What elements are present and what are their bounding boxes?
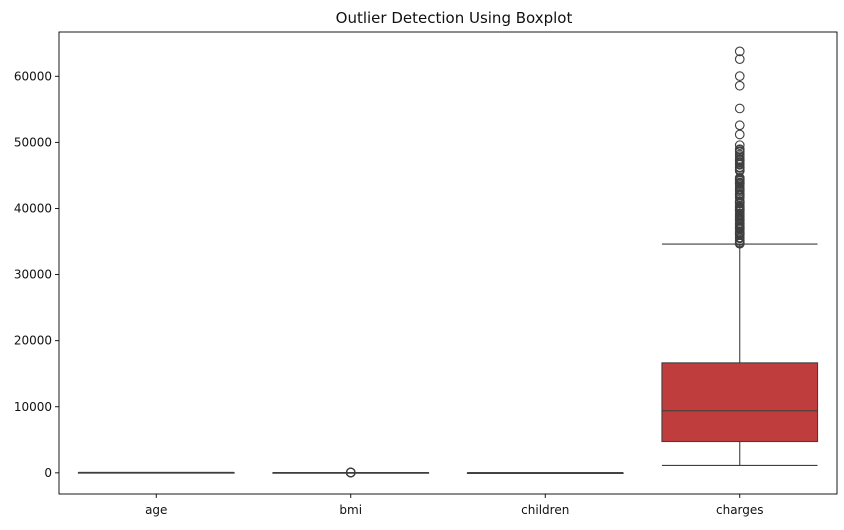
outlier-point [734,120,745,131]
y-tick-label: 50000 [14,135,52,149]
y-tick-label: 30000 [14,268,52,282]
box-group-age [77,471,235,474]
box-group-charges [661,46,819,466]
y-tick-label: 40000 [14,201,52,215]
outlier-point [734,71,745,81]
outlier-point [734,140,745,151]
outlier-point [345,467,356,478]
outlier-point [734,54,745,64]
plot-frame [58,31,838,495]
box-group-children [466,472,624,474]
outlier-point [734,46,745,57]
y-tick-label: 20000 [14,334,52,348]
y-tick-label: 60000 [14,69,52,83]
x-tick-label: bmi [339,503,362,517]
x-tick-label: children [521,503,569,517]
y-tick-label: 0 [44,466,52,480]
outlier-point [734,103,745,114]
outlier-point [734,80,745,91]
x-tick-label: charges [716,503,764,517]
axes: 0 10000 20000 30000 40000 50000 60000 age bmi chi… [14,31,838,517]
plot-area [77,46,819,478]
outlier-point [734,129,745,140]
box-group-bmi [272,467,430,478]
chart-title: Outlier Detection Using Boxplot [336,9,573,27]
outlier-point [734,159,745,170]
x-tick-label: age [145,503,167,517]
box-charges [661,362,819,443]
y-tick-label: 10000 [14,400,52,414]
outlier-point [734,238,745,249]
